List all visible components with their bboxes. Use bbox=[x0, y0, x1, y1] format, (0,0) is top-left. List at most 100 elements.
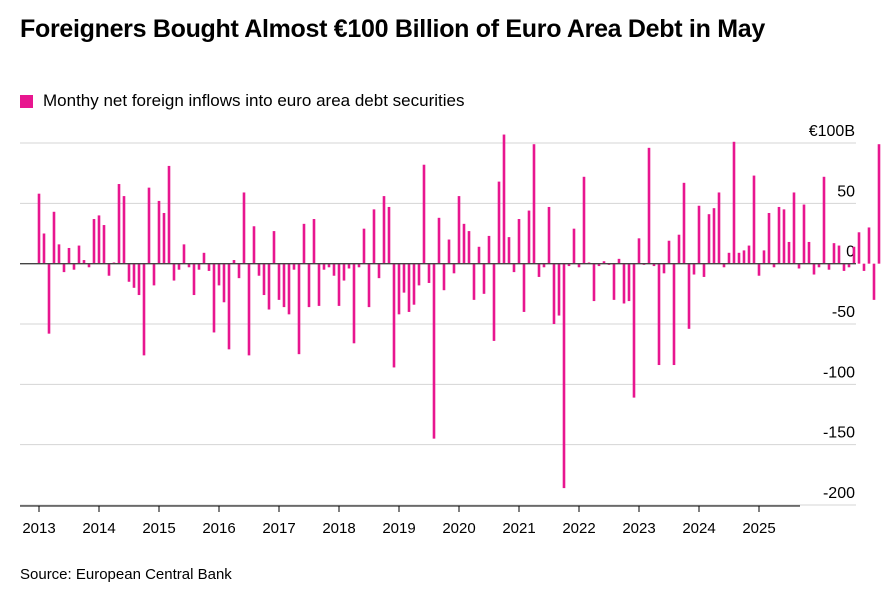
bar bbox=[507, 237, 511, 264]
bar bbox=[657, 263, 661, 366]
bar bbox=[757, 263, 761, 276]
bar bbox=[432, 263, 436, 439]
bar bbox=[767, 212, 771, 264]
bar bbox=[297, 263, 301, 355]
bar bbox=[717, 192, 721, 264]
bar bbox=[582, 176, 586, 264]
bar bbox=[817, 263, 821, 268]
bar bbox=[522, 263, 526, 312]
y-tick-label: 0 bbox=[846, 244, 855, 261]
bar bbox=[772, 263, 776, 268]
bar bbox=[87, 263, 91, 268]
x-tick-label: 2018 bbox=[322, 520, 355, 537]
bar bbox=[127, 263, 131, 282]
bar bbox=[42, 233, 46, 264]
bar bbox=[312, 219, 316, 264]
bar bbox=[782, 209, 786, 264]
y-tick-label: €100B bbox=[809, 123, 855, 140]
bar bbox=[447, 239, 451, 264]
bar bbox=[187, 263, 191, 268]
bar bbox=[732, 141, 736, 264]
bar bbox=[67, 247, 71, 264]
bar bbox=[402, 263, 406, 293]
bar bbox=[652, 263, 656, 267]
x-tick-label: 2024 bbox=[682, 520, 715, 537]
bar bbox=[512, 263, 516, 273]
bar bbox=[702, 263, 706, 277]
bar bbox=[142, 263, 146, 356]
bar bbox=[677, 234, 681, 264]
bar bbox=[552, 263, 556, 324]
chart-title: Foreigners Bought Almost €100 Billion of… bbox=[20, 15, 765, 43]
bar bbox=[352, 263, 356, 344]
bar bbox=[37, 193, 41, 264]
bar bbox=[487, 235, 491, 264]
bar bbox=[272, 231, 276, 264]
bar bbox=[492, 263, 496, 341]
bar bbox=[597, 263, 601, 267]
bar bbox=[537, 263, 541, 277]
bar bbox=[532, 144, 536, 264]
x-tick-label: 2013 bbox=[22, 520, 55, 537]
bar bbox=[437, 217, 441, 264]
bar bbox=[387, 206, 391, 264]
y-tick-label: -100 bbox=[823, 364, 855, 381]
bar bbox=[257, 263, 261, 276]
bar bbox=[362, 228, 366, 264]
bar bbox=[282, 263, 286, 308]
bar bbox=[812, 263, 816, 275]
bar bbox=[562, 263, 566, 489]
bar bbox=[147, 187, 151, 264]
x-tick-label: 2016 bbox=[202, 520, 235, 537]
bar bbox=[132, 263, 136, 288]
bar bbox=[692, 263, 696, 275]
bar bbox=[107, 263, 111, 276]
bar bbox=[207, 263, 211, 271]
bar bbox=[797, 263, 801, 269]
bar bbox=[92, 219, 96, 264]
x-tick-label: 2021 bbox=[502, 520, 535, 537]
bar bbox=[707, 214, 711, 264]
bar bbox=[602, 261, 606, 264]
bar bbox=[357, 263, 361, 268]
bar bbox=[752, 175, 756, 264]
bar bbox=[242, 192, 246, 264]
legend-label: Monthy net foreign inflows into euro are… bbox=[43, 91, 465, 110]
bar bbox=[267, 263, 271, 310]
bar bbox=[662, 263, 666, 274]
bar bbox=[462, 223, 466, 264]
bar bbox=[777, 206, 781, 264]
bar bbox=[62, 263, 66, 273]
bar bbox=[477, 246, 481, 264]
bar bbox=[72, 263, 76, 270]
bar bbox=[197, 263, 201, 270]
bar bbox=[807, 241, 811, 264]
bar bbox=[497, 181, 501, 264]
bar bbox=[137, 263, 141, 296]
bar bbox=[412, 263, 416, 305]
bar bbox=[747, 245, 751, 264]
bar bbox=[377, 263, 381, 279]
bar bbox=[397, 263, 401, 315]
bar bbox=[467, 231, 471, 264]
bar bbox=[222, 263, 226, 303]
bar bbox=[682, 182, 686, 264]
bar bbox=[47, 263, 51, 334]
bar bbox=[57, 244, 61, 264]
bar bbox=[727, 252, 731, 264]
bar bbox=[842, 263, 846, 271]
bar bbox=[617, 258, 621, 264]
bar bbox=[792, 192, 796, 264]
bar bbox=[837, 245, 841, 264]
bar bbox=[262, 263, 266, 296]
bar bbox=[867, 227, 871, 264]
bar bbox=[192, 263, 196, 296]
bar bbox=[172, 263, 176, 281]
bar bbox=[182, 244, 186, 264]
bar bbox=[612, 263, 616, 300]
bar bbox=[317, 263, 321, 306]
y-tick-label: 50 bbox=[837, 183, 855, 200]
bar bbox=[547, 206, 551, 264]
bar bbox=[647, 147, 651, 264]
bar bbox=[577, 263, 581, 268]
